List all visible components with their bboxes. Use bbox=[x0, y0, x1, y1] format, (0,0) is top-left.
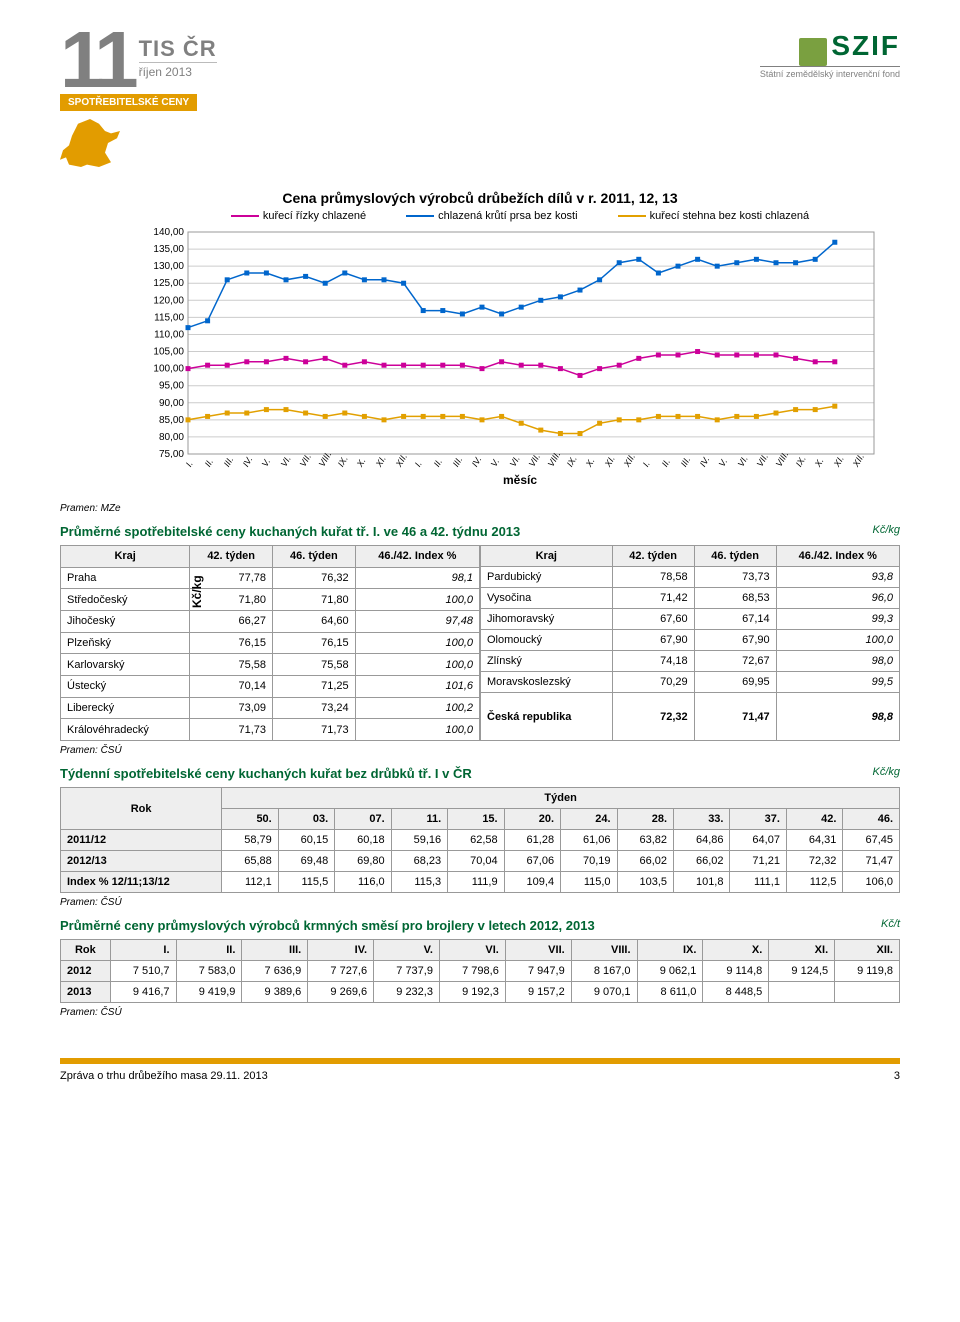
svg-text:130,00: 130,00 bbox=[153, 261, 184, 272]
chart-xticks: I.II.III.IV.V.VI.VII.VIII.IX.X.XI.XII.I.… bbox=[188, 461, 900, 471]
source-csu-1: Pramen: ČSÚ bbox=[60, 745, 900, 756]
source-csu-2: Pramen: ČSÚ bbox=[60, 897, 900, 908]
tis-block: TIS ČR říjen 2013 bbox=[139, 36, 217, 79]
logo-left: 11 TIS ČR říjen 2013 bbox=[60, 30, 217, 90]
line-chart: 140,00 135,00 130,00 125,00 120,00 115,00 110,… bbox=[140, 228, 880, 458]
svg-text:135,00: 135,00 bbox=[153, 244, 184, 255]
page-footer: Zpráva o trhu drůbežího masa 29.11. 2013… bbox=[60, 1058, 900, 1082]
szif-logo: SZIF Státní zemědělský intervenční fond bbox=[760, 30, 900, 79]
issue-number: 11 bbox=[60, 30, 133, 90]
svg-text:125,00: 125,00 bbox=[153, 278, 184, 289]
table2-title-text: Týdenní spotřebitelské ceny kuchaných ku… bbox=[60, 766, 472, 781]
table2-unit: Kč/kg bbox=[872, 766, 900, 778]
page-header: 11 TIS ČR říjen 2013 SPOTŘEBITELSKÉ CENY… bbox=[60, 30, 900, 170]
svg-text:80,00: 80,00 bbox=[159, 432, 184, 443]
table3-title-text: Průměrné ceny průmyslových výrobců krmný… bbox=[60, 918, 595, 933]
footer-left: Zpráva o trhu drůbežího masa 29.11. 2013 bbox=[60, 1070, 268, 1082]
table3: RokI.II.III.IV.V.VI.VII.VIII.IX.X.XI.XII… bbox=[60, 939, 900, 1003]
szif-text: SZIF bbox=[831, 30, 900, 61]
table2-title: Týdenní spotřebitelské ceny kuchaných ku… bbox=[60, 766, 900, 781]
table1-title: Průměrné spotřebitelské ceny kuchaných k… bbox=[60, 524, 900, 539]
legend-item-3: kuřecí stehna bez kosti chlazená bbox=[618, 210, 810, 222]
table3-unit: Kč/t bbox=[881, 918, 900, 930]
legend-item-1: kuřecí řízky chlazené bbox=[231, 210, 366, 222]
footer-page-number: 3 bbox=[894, 1070, 900, 1082]
chart-container: kuřecí řízky chlazené chlazená krůtí prs… bbox=[140, 210, 900, 487]
source-mze: Pramen: MZe bbox=[60, 503, 900, 514]
svg-text:140,00: 140,00 bbox=[153, 228, 184, 238]
legend-label-2: chlazená krůtí prsa bez kosti bbox=[438, 210, 577, 222]
szif-subtitle: Státní zemědělský intervenční fond bbox=[760, 66, 900, 79]
chart-ylabel: Kč/kg bbox=[190, 575, 204, 608]
chart-xlabel: měsíc bbox=[140, 473, 900, 487]
table1-left: Kraj42. týden46. týden46./42. Index %Pra… bbox=[60, 545, 480, 741]
svg-text:115,00: 115,00 bbox=[154, 312, 184, 323]
chart-legend: kuřecí řízky chlazené chlazená krůtí prs… bbox=[140, 210, 900, 222]
chicken-icon bbox=[60, 119, 120, 167]
table1-title-text: Průměrné spotřebitelské ceny kuchaných k… bbox=[60, 524, 520, 539]
header-left: 11 TIS ČR říjen 2013 SPOTŘEBITELSKÉ CENY bbox=[60, 30, 217, 170]
legend-label-3: kuřecí stehna bez kosti chlazená bbox=[650, 210, 810, 222]
source-csu-3: Pramen: ČSÚ bbox=[60, 1007, 900, 1018]
svg-text:85,00: 85,00 bbox=[159, 415, 184, 426]
table1: Kraj42. týden46. týden46./42. Index %Pra… bbox=[60, 545, 900, 741]
szif-leaf-icon bbox=[799, 38, 827, 66]
chart-title: Cena průmyslových výrobců drůbežích dílů… bbox=[60, 190, 900, 206]
section-tag: SPOTŘEBITELSKÉ CENY bbox=[60, 94, 197, 111]
table3-title: Průměrné ceny průmyslových výrobců krmný… bbox=[60, 918, 900, 933]
svg-text:105,00: 105,00 bbox=[153, 347, 184, 358]
svg-text:120,00: 120,00 bbox=[153, 295, 184, 306]
svg-text:75,00: 75,00 bbox=[159, 449, 184, 458]
table2: RokTýden50.03.07.11.15.20.24.28.33.37.42… bbox=[60, 787, 900, 893]
legend-item-2: chlazená krůtí prsa bez kosti bbox=[406, 210, 577, 222]
svg-text:100,00: 100,00 bbox=[153, 364, 184, 375]
tis-cr: TIS ČR bbox=[139, 36, 217, 62]
issue-date: říjen 2013 bbox=[139, 62, 217, 79]
svg-text:90,00: 90,00 bbox=[159, 398, 184, 409]
table1-right: Kraj42. týden46. týden46./42. Index %Par… bbox=[480, 545, 900, 741]
svg-text:95,00: 95,00 bbox=[159, 381, 184, 392]
table1-unit: Kč/kg bbox=[872, 524, 900, 536]
svg-text:110,00: 110,00 bbox=[154, 329, 184, 340]
legend-label-1: kuřecí řízky chlazené bbox=[263, 210, 366, 222]
